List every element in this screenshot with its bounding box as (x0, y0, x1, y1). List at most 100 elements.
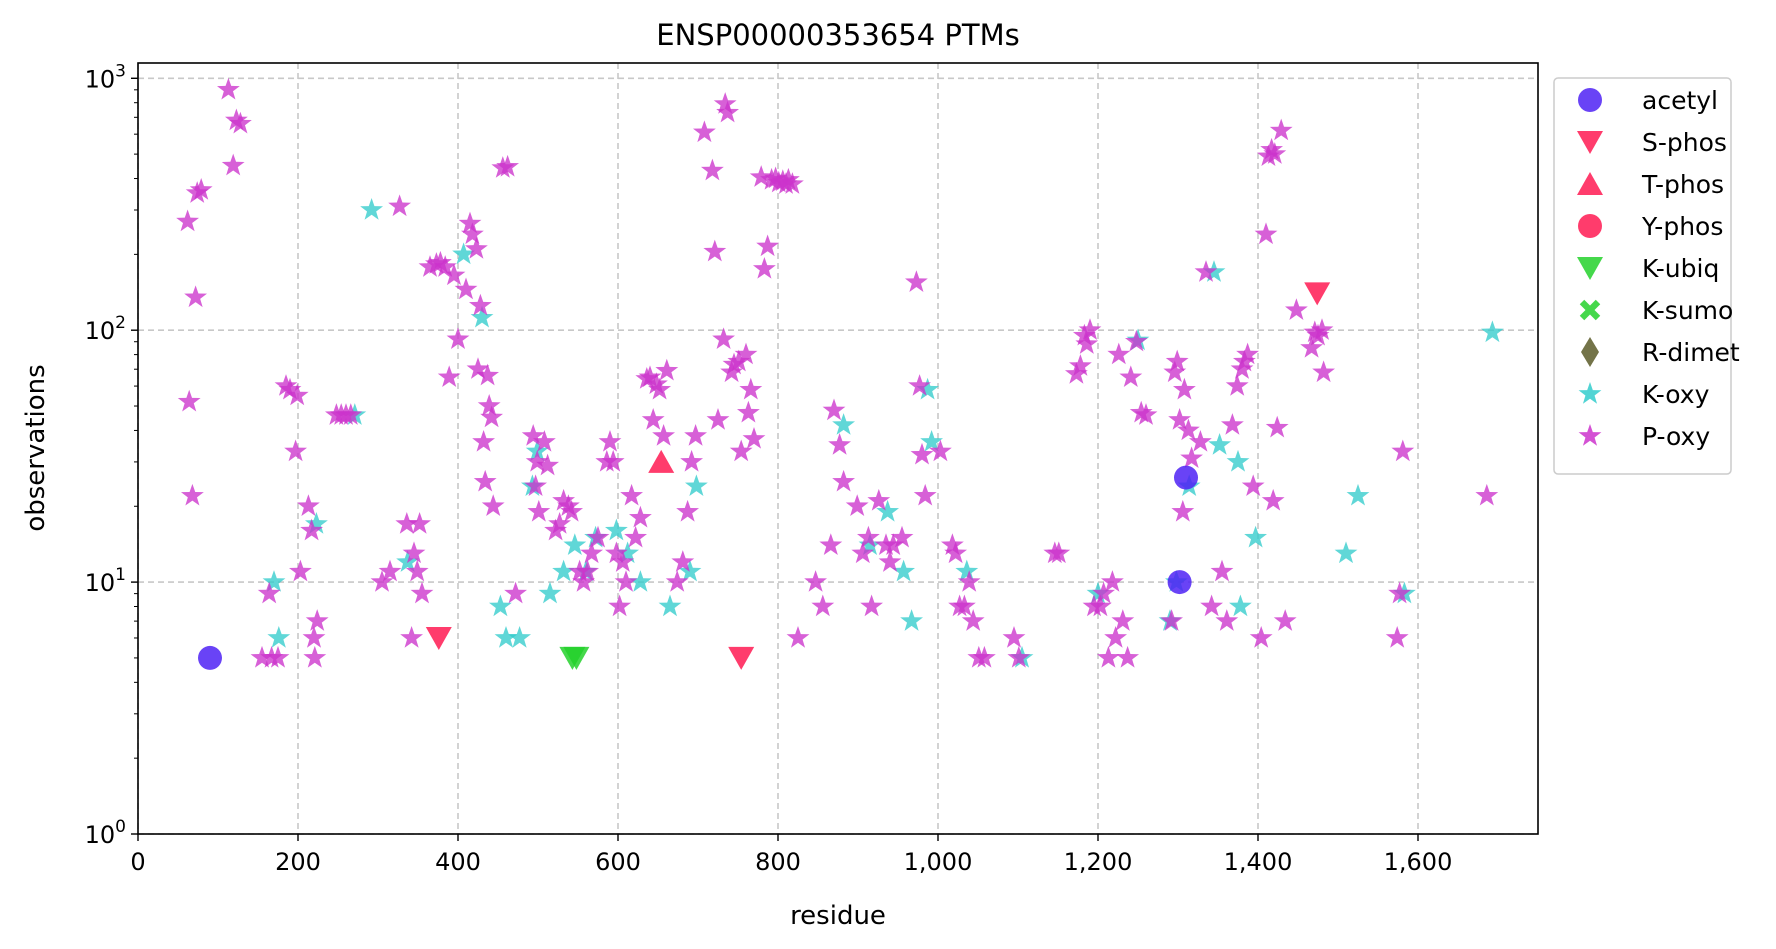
point-p-oxy (908, 374, 932, 396)
x-tick-label: 1,000 (904, 848, 973, 876)
point-p-oxy (378, 559, 402, 582)
point-p-oxy (466, 357, 490, 379)
point-p-oxy (1385, 625, 1409, 648)
x-axis-label: residue (790, 901, 886, 931)
point-p-oxy (734, 342, 758, 365)
point-p-oxy (736, 400, 760, 423)
point-p-oxy (722, 352, 746, 375)
point-p-oxy (496, 154, 520, 177)
point-p-oxy (776, 167, 800, 190)
point-p-oxy (370, 570, 394, 592)
point-p-oxy (729, 439, 753, 462)
x-tick-label: 1,600 (1384, 848, 1453, 876)
legend-label: acetyl (1642, 86, 1718, 115)
point-p-oxy (302, 625, 326, 648)
point-p-oxy (1119, 365, 1143, 388)
point-p-oxy (700, 158, 724, 181)
legend-label: R-dimet (1642, 338, 1740, 367)
point-p-oxy (580, 541, 604, 564)
point-k-oxy (684, 474, 708, 497)
point-p-oxy (468, 293, 492, 316)
point-p-oxy (1163, 360, 1187, 383)
point-p-oxy (1475, 483, 1499, 506)
point-p-oxy (1075, 332, 1099, 354)
point-p-oxy (638, 365, 662, 388)
point-p-oxy (548, 512, 572, 534)
legend-item: acetyl (1578, 86, 1718, 115)
point-p-oxy (250, 645, 274, 668)
legend-item: Y-phos (1578, 212, 1723, 241)
point-p-oxy (532, 429, 556, 452)
point-p-oxy (339, 403, 363, 425)
legend-item: K-sumo (1579, 296, 1733, 325)
point-p-oxy (856, 525, 880, 548)
point-p-oxy (1261, 488, 1285, 511)
point-p-oxy (739, 377, 763, 400)
point-p-oxy (860, 594, 884, 617)
point-p-oxy (1241, 474, 1265, 497)
series-acetyl (198, 465, 1198, 670)
point-p-oxy (944, 541, 968, 564)
legend-item: P-oxy (1578, 422, 1710, 451)
point-p-oxy (504, 581, 528, 604)
point-p-oxy (928, 439, 952, 462)
point-p-oxy (786, 625, 810, 648)
point-p-oxy (1116, 645, 1140, 668)
point-p-oxy (464, 237, 488, 259)
point-p-oxy (1107, 342, 1131, 365)
point-p-oxy (644, 372, 668, 394)
point-p-oxy (1225, 374, 1249, 396)
point-k-oxy (916, 377, 940, 400)
point-p-oxy (804, 570, 828, 592)
point-p-oxy (1168, 408, 1192, 430)
point-p-oxy (284, 439, 308, 462)
x-tick-label: 0 (130, 848, 145, 876)
point-p-oxy (405, 559, 429, 582)
point-p-oxy (180, 483, 204, 506)
point-p-oxy (521, 424, 545, 446)
x-tick-label: 600 (595, 848, 641, 876)
point-p-oxy (851, 541, 875, 564)
point-k-oxy (628, 570, 652, 592)
point-p-oxy (811, 594, 835, 617)
point-p-oxy (957, 570, 981, 592)
x-tick-label: 200 (275, 848, 321, 876)
point-t-phos (648, 449, 675, 473)
point-k-oxy (858, 533, 882, 555)
point-p-oxy (676, 499, 700, 522)
point-p-oxy (274, 374, 298, 396)
point-k-oxy (678, 559, 702, 582)
point-k-ubiq (563, 646, 590, 670)
point-acetyl (198, 645, 222, 670)
point-p-oxy (716, 100, 740, 123)
legend-label: P-oxy (1642, 422, 1710, 451)
point-p-oxy (845, 494, 869, 516)
point-p-oxy (177, 389, 201, 412)
point-p-oxy (300, 518, 324, 541)
point-p-oxy (712, 327, 736, 350)
point-p-oxy (1007, 645, 1031, 668)
point-p-oxy (437, 365, 461, 388)
point-p-oxy (604, 541, 628, 564)
point-p-oxy (266, 645, 290, 668)
point-p-oxy (904, 270, 928, 292)
point-p-oxy (601, 449, 625, 472)
point-k-oxy (616, 541, 640, 564)
legend-marker (1577, 172, 1603, 195)
point-p-oxy (1284, 298, 1308, 320)
series-p-oxy (176, 77, 1499, 668)
point-p-oxy (388, 194, 412, 217)
point-p-oxy (1176, 418, 1200, 441)
point-p-oxy (832, 469, 856, 492)
point-k-oxy (1228, 594, 1252, 617)
legend-item: K-oxy (1578, 380, 1710, 409)
point-p-oxy (828, 433, 852, 455)
series-s-phos (425, 282, 1331, 670)
point-acetyl (1167, 570, 1192, 595)
point-s-phos (1304, 282, 1331, 306)
point-p-oxy (822, 398, 846, 421)
point-p-oxy (614, 570, 638, 592)
point-p-oxy (749, 165, 773, 187)
series-k-ubiq (559, 646, 590, 670)
